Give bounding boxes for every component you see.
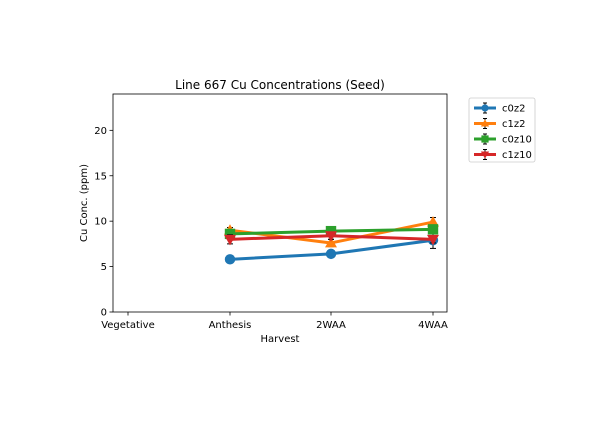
plot-area xyxy=(112,93,448,313)
legend-marker xyxy=(481,135,489,143)
x-tick-label: Vegetative xyxy=(101,320,155,331)
x-axis: Vegetative Anthesis 2WAA 4WAA xyxy=(101,312,448,331)
y-tick-label: 5 xyxy=(101,262,107,273)
legend-marker xyxy=(480,151,490,159)
series-c1z10 xyxy=(224,231,439,246)
data-point xyxy=(427,216,439,227)
y-tick-label: 10 xyxy=(94,217,107,228)
data-point xyxy=(325,248,337,260)
chart-title: Line 667 Cu Concentrations (Seed) xyxy=(175,78,385,92)
data-point xyxy=(325,225,337,237)
data-point xyxy=(325,236,337,248)
legend-item-c0z10: c0z10 xyxy=(474,133,532,146)
series-c0z10 xyxy=(224,224,439,240)
legend-item-c0z2: c0z2 xyxy=(474,102,525,115)
data-point xyxy=(427,234,439,246)
x-tick-label: 4WAA xyxy=(418,320,448,331)
x-axis-label: Harvest xyxy=(261,334,300,345)
data-point xyxy=(224,234,236,246)
data-point xyxy=(325,231,337,242)
legend-label: c1z10 xyxy=(502,150,532,161)
data-point xyxy=(224,254,236,265)
data-point xyxy=(427,224,439,235)
y-axis-label: Cu Conc. (ppm) xyxy=(79,164,90,242)
legend: c0z2 c1z2 c0z10 c1z10 xyxy=(468,97,536,163)
legend-marker xyxy=(481,104,489,112)
y-tick-label: 0 xyxy=(101,308,107,319)
legend-label: c0z10 xyxy=(502,135,532,146)
legend-item-c1z10: c1z10 xyxy=(474,149,532,161)
axes-frame xyxy=(112,93,448,313)
y-tick-label: 15 xyxy=(94,171,107,182)
legend-label: c0z2 xyxy=(502,104,525,115)
x-tick-label: 2WAA xyxy=(316,320,346,331)
y-axis: 0 5 10 15 20 xyxy=(94,126,113,319)
y-tick-label: 20 xyxy=(94,126,107,137)
series-c0z2 xyxy=(224,231,439,265)
legend-label: c1z2 xyxy=(502,119,525,130)
x-tick-label: Anthesis xyxy=(209,320,252,331)
legend-frame xyxy=(468,97,536,163)
data-point xyxy=(224,228,236,240)
series-layer xyxy=(224,216,439,265)
legend-item-c1z2: c1z2 xyxy=(474,118,525,130)
legend-marker xyxy=(480,119,490,127)
